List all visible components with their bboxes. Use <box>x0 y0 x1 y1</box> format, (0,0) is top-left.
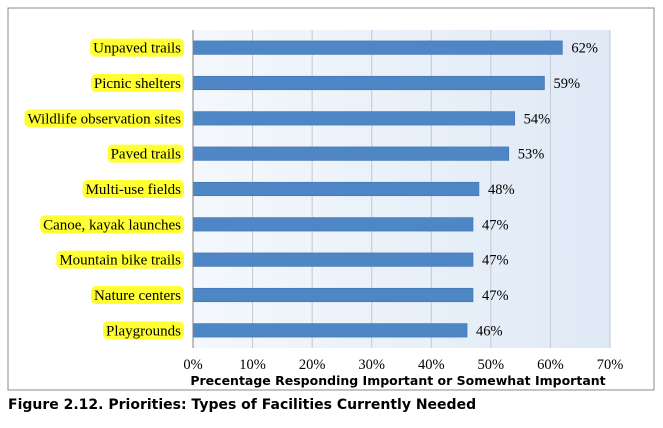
category-label: Canoe, kayak launches <box>43 217 181 233</box>
bar <box>192 323 468 338</box>
bar <box>192 40 563 55</box>
bar <box>192 111 515 126</box>
category-label: Paved trails <box>111 147 182 163</box>
category-label: Unpaved trails <box>93 41 181 57</box>
data-label: 47% <box>482 288 509 304</box>
label-highlight <box>40 215 184 234</box>
x-tick-label: 20% <box>299 357 326 373</box>
category-label: Nature centers <box>94 288 181 304</box>
category-labels: Unpaved trails Picnic shelters Wildlife ob… <box>24 38 184 340</box>
bar <box>192 181 480 197</box>
label-highlight <box>90 38 184 57</box>
label-highlight <box>56 250 184 269</box>
bar <box>192 75 545 91</box>
data-label: 53% <box>518 147 545 163</box>
data-label: 62% <box>571 41 598 57</box>
category-label: Multi-use fields <box>86 182 182 198</box>
x-tick-label: 10% <box>239 357 266 373</box>
figure-caption: Figure 2.12. Priorities: Types of Facili… <box>8 397 477 413</box>
label-highlight <box>82 180 184 198</box>
label-highlight <box>107 144 184 163</box>
bar-chart: 62% 59% 54% 53% 48% 47% 47% 47% 46% Unpaved trai… <box>7 7 655 391</box>
category-label: Mountain bike trails <box>59 253 181 269</box>
category-label: Playgrounds <box>106 323 181 339</box>
x-tick-label: 0% <box>183 357 202 373</box>
category-label: Wildlife observation sites <box>27 111 181 127</box>
x-tick-label: 30% <box>358 357 385 373</box>
x-tick-label: 60% <box>537 357 564 373</box>
data-label: 48% <box>488 182 515 198</box>
x-tick-label: 70% <box>597 357 624 373</box>
bars: 62% 59% 54% 53% 48% 47% 47% 47% 46% <box>192 40 598 339</box>
label-highlight <box>90 74 184 92</box>
data-label: 47% <box>482 217 509 233</box>
bar <box>192 287 474 303</box>
x-axis-title: Precentage Responding Important or Somew… <box>190 373 605 388</box>
data-label: 47% <box>482 253 509 269</box>
data-label: 46% <box>476 323 503 339</box>
x-tick-label: 40% <box>418 357 445 373</box>
x-tick-labels: 0% 10% 20% 30% 40% 50% 60% 70% <box>183 357 623 373</box>
bar <box>192 252 474 267</box>
bar <box>192 217 474 232</box>
x-tick-label: 50% <box>478 357 505 373</box>
bar <box>192 146 510 161</box>
category-label: Picnic shelters <box>94 76 181 92</box>
data-label: 59% <box>553 76 580 92</box>
label-highlight <box>24 109 184 128</box>
label-highlight <box>90 286 184 304</box>
data-label: 54% <box>524 111 551 127</box>
label-highlight <box>103 321 184 340</box>
